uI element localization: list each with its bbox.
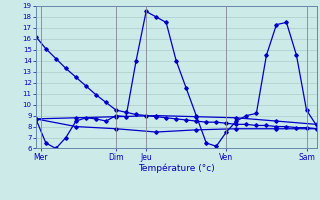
- X-axis label: Température (°c): Température (°c): [138, 163, 214, 173]
